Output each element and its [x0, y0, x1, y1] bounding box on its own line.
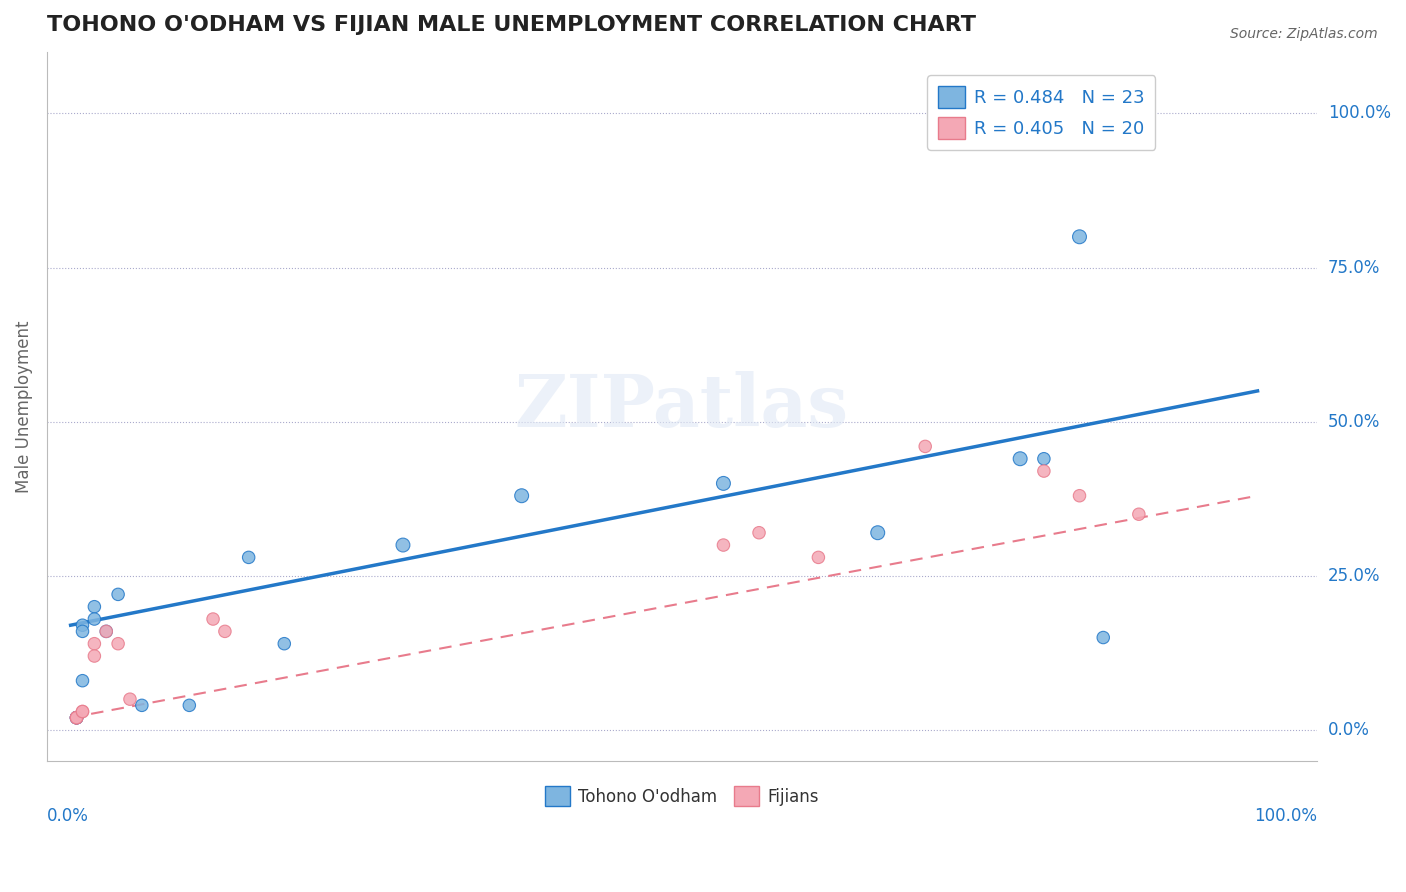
Point: [1032, 451, 1054, 466]
Text: 100.0%: 100.0%: [1254, 807, 1317, 825]
Point: [914, 439, 936, 453]
Point: [65, 711, 87, 725]
Point: [179, 698, 201, 713]
Point: [713, 476, 735, 491]
Text: 25.0%: 25.0%: [1329, 567, 1381, 585]
Point: [866, 525, 889, 540]
Point: [202, 612, 225, 626]
Point: [83, 612, 105, 626]
Point: [72, 673, 94, 688]
Point: [96, 624, 118, 639]
Text: 100.0%: 100.0%: [1329, 104, 1391, 122]
Point: [1069, 229, 1091, 244]
Point: [72, 618, 94, 632]
Point: [1069, 489, 1091, 503]
Point: [65, 711, 87, 725]
Point: [392, 538, 415, 552]
Text: 50.0%: 50.0%: [1329, 413, 1381, 431]
Point: [131, 698, 153, 713]
Y-axis label: Male Unemployment: Male Unemployment: [15, 320, 32, 492]
Point: [83, 648, 105, 663]
Point: [807, 550, 830, 565]
Point: [83, 637, 105, 651]
Point: [65, 711, 87, 725]
Point: [238, 550, 260, 565]
Point: [65, 711, 87, 725]
Text: TOHONO O'ODHAM VS FIJIAN MALE UNEMPLOYMENT CORRELATION CHART: TOHONO O'ODHAM VS FIJIAN MALE UNEMPLOYME…: [46, 15, 976, 35]
Point: [107, 587, 129, 601]
Point: [1032, 464, 1054, 478]
Text: 75.0%: 75.0%: [1329, 259, 1381, 277]
Point: [65, 711, 87, 725]
Point: [1092, 631, 1115, 645]
Point: [107, 637, 129, 651]
Point: [510, 489, 533, 503]
Point: [1128, 507, 1150, 521]
Legend: Tohono O'odham, Fijians: Tohono O'odham, Fijians: [534, 776, 830, 816]
Point: [96, 624, 118, 639]
Point: [713, 538, 735, 552]
Point: [72, 624, 94, 639]
Point: [65, 711, 87, 725]
Text: 0.0%: 0.0%: [46, 807, 89, 825]
Text: ZIPatlas: ZIPatlas: [515, 371, 849, 442]
Text: 0.0%: 0.0%: [1329, 721, 1369, 739]
Point: [273, 637, 295, 651]
Point: [72, 705, 94, 719]
Point: [72, 705, 94, 719]
Point: [1010, 451, 1032, 466]
Point: [65, 711, 87, 725]
Point: [83, 599, 105, 614]
Point: [214, 624, 236, 639]
Text: Source: ZipAtlas.com: Source: ZipAtlas.com: [1230, 27, 1378, 41]
Point: [748, 525, 770, 540]
Point: [65, 711, 87, 725]
Point: [118, 692, 141, 706]
